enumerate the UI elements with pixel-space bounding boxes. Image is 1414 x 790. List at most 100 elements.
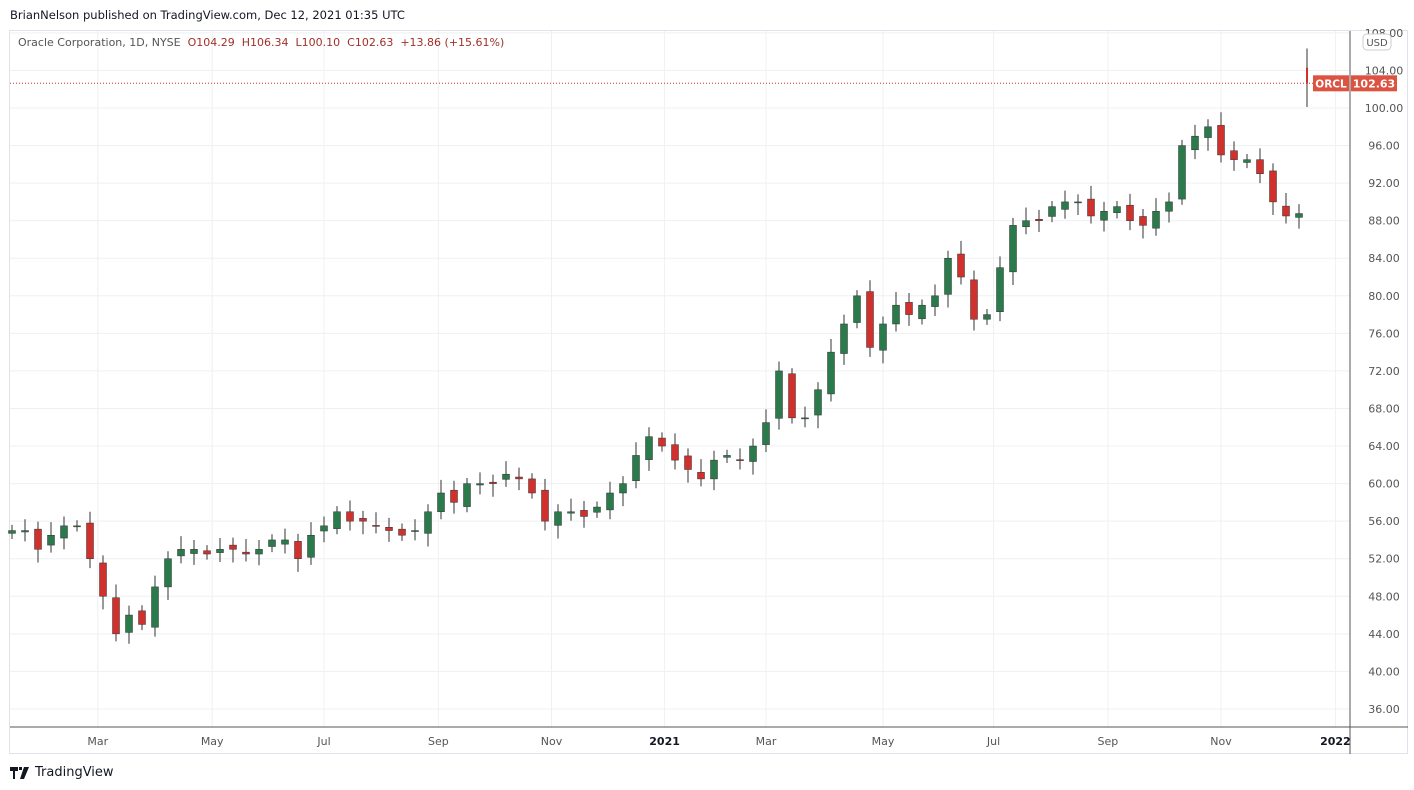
price-tick-label: 104.00 xyxy=(1365,64,1404,77)
currency-label: USD xyxy=(1366,38,1388,49)
price-tick-label: 96.00 xyxy=(1368,140,1400,153)
time-tick-label: 2022 xyxy=(1320,735,1351,748)
candle-body xyxy=(996,267,1004,313)
candle-body xyxy=(541,489,549,522)
candle-body xyxy=(580,510,588,517)
candle-body xyxy=(1009,225,1017,273)
price-tick-label: 92.00 xyxy=(1368,177,1400,190)
candle-body xyxy=(632,455,640,482)
candle-body xyxy=(398,528,406,536)
candle-body xyxy=(1139,216,1147,226)
candle-body xyxy=(567,511,575,514)
currency-badge xyxy=(1362,33,1392,51)
candle-body xyxy=(645,436,653,460)
price-tick-label: 40.00 xyxy=(1368,665,1400,678)
candle-body xyxy=(229,544,237,550)
candle-body xyxy=(450,489,458,503)
tradingview-logo-icon xyxy=(10,766,29,779)
candle-body xyxy=(21,530,29,533)
candle-body xyxy=(1256,159,1264,174)
candle-body xyxy=(736,459,744,461)
candle-body xyxy=(554,511,562,526)
candle-body xyxy=(879,323,887,351)
candle-body xyxy=(372,525,380,527)
candle-body xyxy=(866,291,874,348)
candle-body xyxy=(489,481,497,484)
candle-body xyxy=(775,370,783,419)
candle-body xyxy=(1126,204,1134,221)
candle-body xyxy=(944,257,952,295)
candle-body xyxy=(905,302,913,315)
price-tick-label: 76.00 xyxy=(1368,327,1400,340)
chart-frame xyxy=(9,30,1408,754)
candle-body xyxy=(437,492,445,513)
candle-body xyxy=(307,534,315,558)
candle-body xyxy=(827,351,835,395)
candle-body xyxy=(359,518,367,522)
time-tick-label: Mar xyxy=(87,735,108,748)
time-tick-label: Sep xyxy=(1098,735,1119,748)
candle-body xyxy=(515,476,523,480)
last-price-label: 102.63 xyxy=(1353,77,1395,90)
candle-body xyxy=(619,483,627,494)
candle-body xyxy=(281,539,289,545)
candle-body xyxy=(47,534,55,546)
candle-body xyxy=(73,525,81,528)
candle-body xyxy=(1191,135,1199,151)
candle-body xyxy=(970,279,978,320)
candle-body xyxy=(164,558,172,588)
legend-symbol: Oracle Corporation, 1D, NYSE xyxy=(18,36,181,49)
candle-body xyxy=(1113,206,1121,213)
published-by-text: BrianNelson published on TradingView.com… xyxy=(10,8,405,22)
candle-body xyxy=(476,483,484,486)
candle-body xyxy=(1087,198,1095,217)
candle-body xyxy=(333,511,341,529)
candle-body xyxy=(60,525,68,539)
price-tick-label: 72.00 xyxy=(1368,365,1400,378)
time-tick-label: May xyxy=(201,735,224,748)
candle-body xyxy=(320,525,328,532)
candle-body xyxy=(801,417,809,420)
candle-body xyxy=(1100,211,1108,221)
price-tick-label: 52.00 xyxy=(1368,553,1400,566)
time-tick-label: Mar xyxy=(756,735,777,748)
time-tick-label: Nov xyxy=(1210,735,1232,748)
price-tick-label: 48.00 xyxy=(1368,590,1400,603)
candle-body xyxy=(190,549,198,554)
candle-body xyxy=(1165,201,1173,212)
candle-body xyxy=(203,550,211,555)
candle-body xyxy=(463,483,471,507)
candle-body xyxy=(411,530,419,532)
legend-change: +13.86 (+15.61%) xyxy=(400,36,505,49)
candle-body xyxy=(1204,126,1212,138)
candle-body xyxy=(86,522,94,559)
candle-body xyxy=(1152,211,1160,229)
time-tick-label: Sep xyxy=(428,735,449,748)
price-tick-label: 36.00 xyxy=(1368,703,1400,716)
price-tick-label: 100.00 xyxy=(1365,102,1404,115)
price-tick-label: 84.00 xyxy=(1368,252,1400,265)
tradingview-logo-text: TradingView xyxy=(35,765,114,780)
candle-body xyxy=(294,541,302,559)
legend-close: C102.63 xyxy=(347,36,394,49)
candle-body xyxy=(125,614,133,633)
price-tick-label: 56.00 xyxy=(1368,515,1400,528)
price-tick-label: 64.00 xyxy=(1368,440,1400,453)
candle-body xyxy=(177,549,185,557)
candle-body xyxy=(1061,201,1069,210)
time-tick-label: Nov xyxy=(541,735,563,748)
candle-body xyxy=(8,530,16,534)
time-tick-label: 2021 xyxy=(649,735,680,748)
candle-body xyxy=(671,444,679,461)
legend-high: H106.34 xyxy=(241,36,289,49)
candle-body xyxy=(502,473,510,480)
candle-body xyxy=(658,437,666,447)
candle-body xyxy=(1269,170,1277,203)
candle-body xyxy=(1243,159,1251,163)
candle-body xyxy=(1074,201,1082,204)
tradingview-logo[interactable]: TradingView xyxy=(10,765,114,780)
candle-body xyxy=(112,597,120,635)
price-tick-label: 80.00 xyxy=(1368,290,1400,303)
candle-body xyxy=(814,389,822,416)
